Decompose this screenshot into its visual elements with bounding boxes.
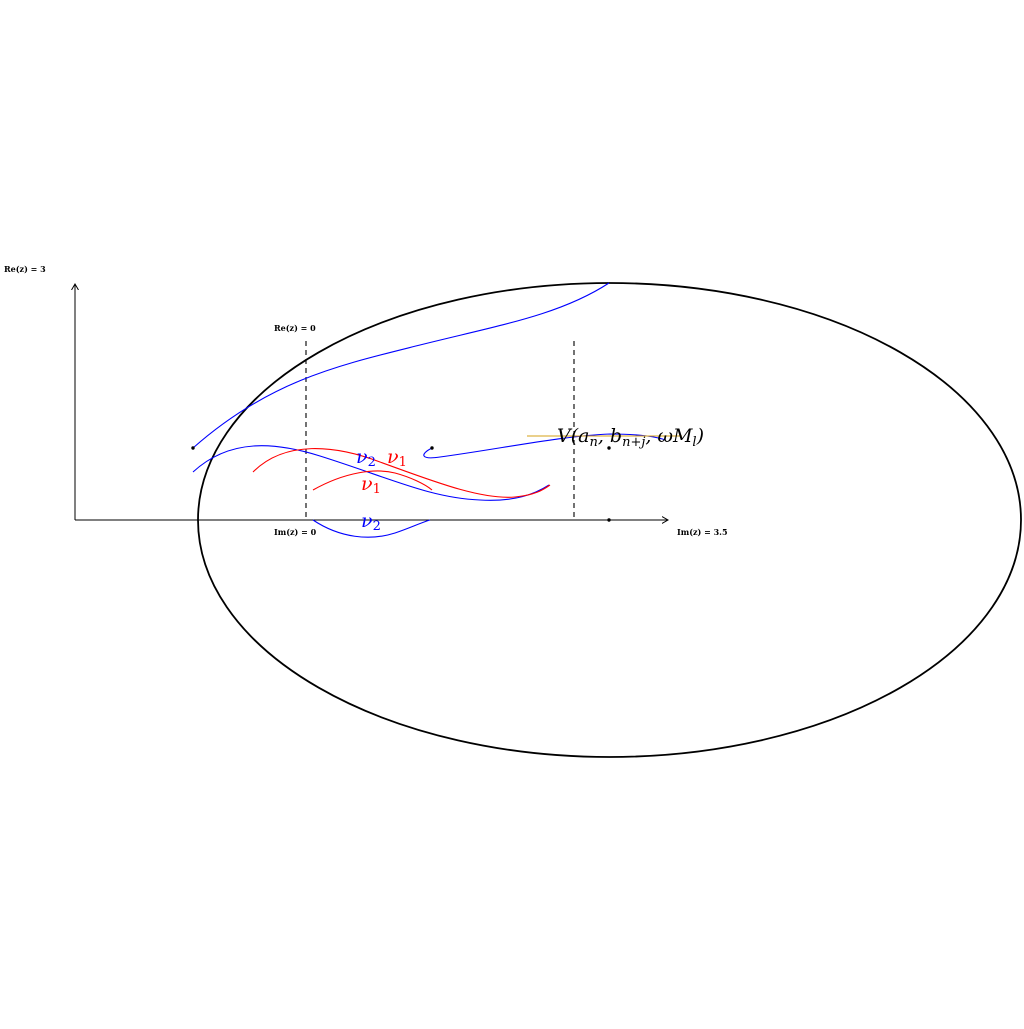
- label-re-dashed-top: Re(z) = 0: [274, 323, 316, 333]
- dot-axis: [607, 518, 611, 522]
- dot-left: [191, 446, 195, 450]
- red-upper-curve: [252, 448, 551, 498]
- label-re-axis-top: Re(z) = 3: [4, 264, 46, 274]
- label-nu1-upper: ν1: [387, 446, 407, 470]
- blue-bottom-curve: [312, 519, 431, 538]
- dot-mid: [430, 446, 434, 450]
- blue-wave-curve: [192, 445, 550, 501]
- dot-right: [607, 446, 611, 450]
- label-nu2-upper: ν2: [356, 446, 376, 470]
- label-im-origin: Im(z) = 0: [274, 527, 317, 537]
- label-nu2-bottom: ν2: [361, 510, 381, 534]
- red-lower-curve: [312, 470, 433, 491]
- blue-upper-curve: [192, 282, 610, 449]
- blue-right-curve: [423, 433, 666, 459]
- large-ellipse: [197, 282, 1022, 758]
- label-v-function: V(an, bn+j, ωMl): [557, 425, 704, 450]
- label-im-end: Im(z) = 3.5: [677, 527, 728, 537]
- label-nu1-lower: ν1: [361, 473, 381, 497]
